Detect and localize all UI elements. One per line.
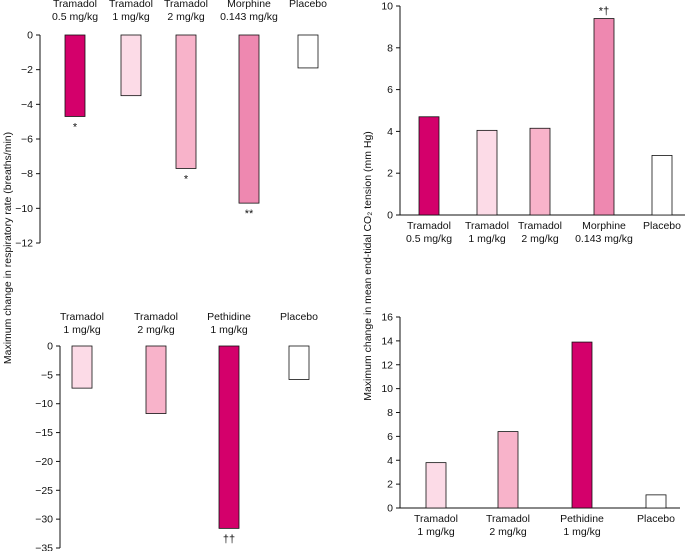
y-tick-label: 4 (387, 126, 393, 138)
y-tick-label: −4 (21, 99, 33, 111)
y-tick-label: 0 (387, 210, 393, 222)
category-label: Tramadol (60, 311, 104, 323)
significance-annotation: ** (245, 208, 254, 220)
y-tick-label: −35 (35, 543, 53, 551)
y-tick-label: 8 (387, 407, 393, 419)
significance-annotation: * (73, 121, 78, 133)
category-label: 2 mg/kg (137, 324, 175, 336)
category-label: Pethidine (560, 513, 604, 525)
y-tick-label: 8 (387, 42, 393, 54)
significance-annotation: †† (223, 533, 235, 545)
category-label: Placebo (643, 220, 681, 232)
category-label: Tramadol (407, 220, 451, 232)
category-label: Tramadol (53, 0, 97, 10)
category-label: 0.143 mg/kg (220, 11, 278, 23)
y-tick-label: 10 (381, 1, 393, 13)
y-tick-label: 0 (27, 30, 33, 42)
y-tick-label: −2 (21, 64, 33, 76)
y-tick-label: 16 (381, 312, 393, 324)
category-label: Tramadol (414, 513, 458, 525)
right-y-axis-label: Maximum change in mean end-tidal CO₂ ten… (362, 131, 374, 401)
y-tick-label: −5 (41, 369, 53, 381)
category-label: 2 mg/kg (167, 11, 205, 23)
category-label: Morphine (582, 220, 626, 232)
category-label: 1 mg/kg (112, 11, 150, 23)
category-label: Tramadol (486, 513, 530, 525)
category-label: 1 mg/kg (563, 526, 601, 538)
y-tick-label: −30 (35, 514, 53, 526)
category-label: 2 mg/kg (489, 526, 527, 538)
category-label: 1 mg/kg (63, 324, 101, 336)
y-tick-label: 4 (387, 455, 393, 467)
category-label: Morphine (227, 0, 271, 10)
bar (529, 127, 551, 216)
y-tick-label: 10 (381, 383, 393, 395)
bar (297, 34, 319, 69)
bar (71, 345, 93, 389)
y-tick-label: 2 (387, 479, 393, 491)
category-label: Tramadol (164, 0, 208, 10)
bar (651, 155, 673, 216)
y-tick-label: 6 (387, 431, 393, 443)
bar (218, 345, 240, 529)
bar (645, 494, 667, 509)
significance-annotation: * (184, 173, 189, 185)
category-label: 0.5 mg/kg (52, 11, 98, 23)
category-label: Placebo (637, 513, 675, 525)
category-label: Tramadol (134, 311, 178, 323)
category-label: 1 mg/kg (210, 324, 248, 336)
y-tick-label: 0 (387, 503, 393, 515)
y-tick-label: −15 (35, 427, 53, 439)
bar (175, 34, 197, 169)
bar (120, 34, 142, 97)
category-label: Placebo (289, 0, 327, 10)
significance-annotation: *† (599, 6, 609, 18)
y-tick-label: −6 (21, 134, 33, 146)
y-tick-label: 12 (381, 359, 393, 371)
bar (425, 462, 447, 509)
left-y-axis-label: Maximum change in respiratory rate (brea… (2, 132, 14, 364)
bar (64, 34, 86, 117)
y-tick-label: 14 (381, 335, 393, 347)
bar (145, 345, 167, 414)
y-tick-label: −20 (35, 456, 53, 468)
category-label: Pethidine (207, 311, 251, 323)
category-label: 1 mg/kg (417, 526, 455, 538)
y-tick-label: −8 (21, 168, 33, 180)
y-tick-label: 2 (387, 168, 393, 180)
bar (497, 431, 519, 509)
bar (593, 18, 615, 216)
bar (418, 116, 440, 216)
y-tick-label: −10 (35, 398, 53, 410)
category-label: 1 mg/kg (468, 233, 506, 245)
bar (476, 129, 498, 216)
y-tick-label: 6 (387, 84, 393, 96)
category-label: 0.5 mg/kg (406, 233, 452, 245)
category-label: Tramadol (465, 220, 509, 232)
category-label: Tramadol (109, 0, 153, 10)
y-tick-label: −12 (15, 238, 33, 250)
y-tick-label: 0 (47, 341, 53, 353)
bar (238, 34, 260, 204)
category-label: 2 mg/kg (521, 233, 559, 245)
category-label: Tramadol (518, 220, 562, 232)
y-tick-label: −25 (35, 485, 53, 497)
bar (288, 345, 310, 380)
category-label: Placebo (280, 311, 318, 323)
y-tick-label: −10 (15, 203, 33, 215)
bar (571, 341, 593, 509)
category-label: 0.143 mg/kg (575, 233, 633, 245)
